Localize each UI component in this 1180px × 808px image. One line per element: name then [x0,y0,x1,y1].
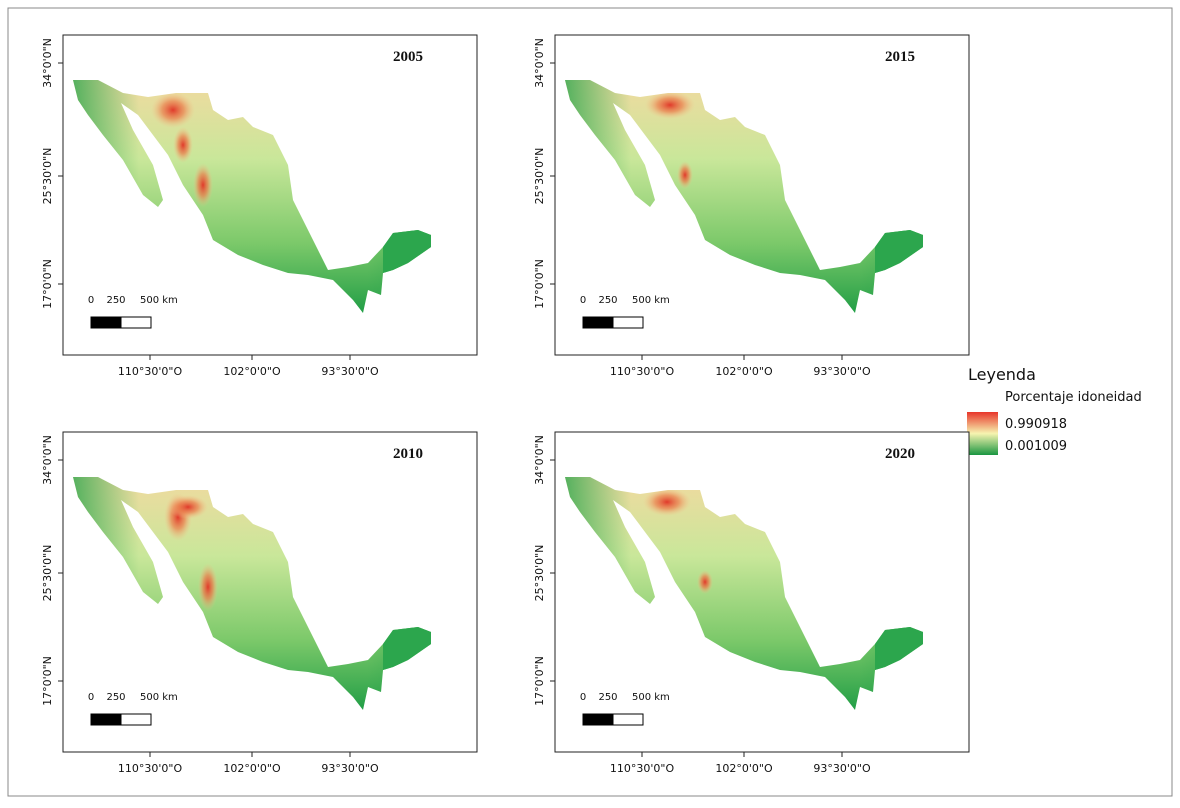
scale-bar-dark [582,713,614,726]
raster-hotspot [168,495,208,519]
lat-label: 34°0'0"N [41,435,54,485]
raster-hotspot [677,161,693,189]
scale-bar-dark [90,316,122,329]
panel-year: 2020 [885,446,915,462]
lon-label: 110°30'0"O [118,365,183,378]
lon-label: 110°30'0"O [610,762,675,775]
lon-label: 102°0'0"O [715,365,773,378]
scale-label: 250 [598,295,617,306]
scale-bar-light [120,316,152,329]
scale-label: 250 [106,295,125,306]
map-panel: 2005 34°0'0"N 25°30'0"N 17°0'0"N 110°30'0"O 1… [41,34,478,378]
scale-bar-dark [90,713,122,726]
scale-label: 250 [106,692,125,703]
raster-hotspot [173,127,193,163]
map-panel: 2020 34°0'0"N 25°30'0"N 17°0'0"N 110°30'0"O 1… [533,431,970,775]
lon-label: 102°0'0"O [223,365,281,378]
raster-hotspot [645,91,695,119]
map-panel: 2010 34°0'0"N 25°30'0"N 17°0'0"N 110°30'0"O 1… [41,431,478,775]
lat-label: 17°0'0"N [41,656,54,706]
lat-label: 25°30'0"N [41,545,54,602]
panel-year: 2015 [885,49,915,65]
lat-label: 25°30'0"N [533,148,546,205]
panel-year: 2010 [393,446,423,462]
scale-label: 500 km [140,692,178,703]
raster-hotspot [643,488,691,516]
lat-label: 17°0'0"N [533,656,546,706]
lon-label: 93°30'0"O [813,762,871,775]
scale-label: 0 [580,295,586,306]
lon-label: 110°30'0"O [118,762,183,775]
scale-bar-dark [582,316,614,329]
lat-label: 25°30'0"N [533,545,546,602]
lon-label: 93°30'0"O [321,762,379,775]
scale-bar-light [612,316,644,329]
lat-label: 34°0'0"N [41,38,54,88]
legend-min: 0.001009 [1005,439,1067,454]
raster-hotspot [198,563,218,611]
lon-label: 93°30'0"O [813,365,871,378]
lon-label: 102°0'0"O [715,762,773,775]
scale-label: 500 km [632,692,670,703]
outer-border [7,7,1173,797]
lat-label: 17°0'0"N [41,259,54,309]
scale-label: 250 [598,692,617,703]
legend-title: Leyenda [968,365,1036,384]
scale-label: 0 [580,692,586,703]
legend-subtitle: Porcentaje idoneidad [1005,390,1142,405]
scale-label: 0 [88,295,94,306]
legend-max: 0.990918 [1005,417,1067,432]
lat-label: 34°0'0"N [533,435,546,485]
lat-label: 17°0'0"N [533,259,546,309]
scale-bar-light [612,713,644,726]
lon-label: 93°30'0"O [321,365,379,378]
raster-hotspot [697,570,713,594]
map-frame [62,34,478,356]
lon-label: 110°30'0"O [610,365,675,378]
panel-year: 2005 [393,49,423,65]
legend-ramp [967,412,998,455]
lat-label: 34°0'0"N [533,38,546,88]
lon-label: 102°0'0"O [223,762,281,775]
raster-hotspot [193,163,213,207]
scale-label: 500 km [140,295,178,306]
lat-label: 25°30'0"N [41,148,54,205]
raster-hotspot [151,92,195,128]
scale-bar-light [120,713,152,726]
map-panel: 2015 34°0'0"N 25°30'0"N 17°0'0"N 110°30'0"O 1… [533,34,970,378]
scale-label: 500 km [632,295,670,306]
scale-label: 0 [88,692,94,703]
